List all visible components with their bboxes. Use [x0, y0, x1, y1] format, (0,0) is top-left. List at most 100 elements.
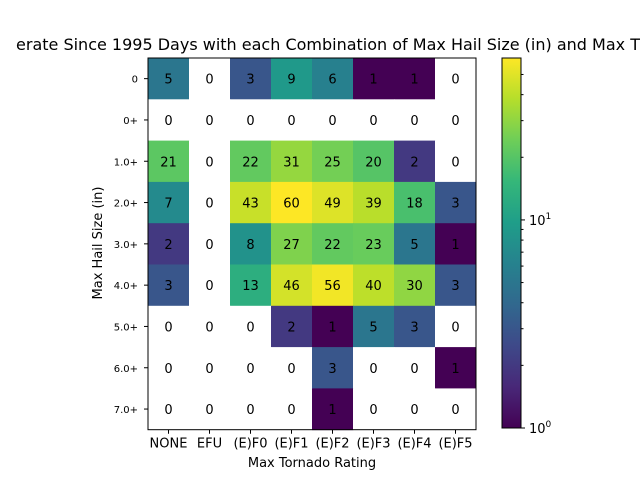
y-tick-label: 1.0+	[114, 157, 138, 168]
heatmap-cell	[312, 58, 354, 100]
cell-value-label: 2	[410, 155, 418, 170]
heatmap-cell	[271, 58, 313, 100]
heatmap-cell	[394, 99, 436, 141]
heatmap-cell	[394, 347, 436, 389]
y-tick-label: 6.0+	[114, 364, 138, 375]
heatmap-cell	[148, 388, 190, 431]
heatmap-cells	[147, 57, 477, 431]
heatmap-cell	[148, 99, 190, 141]
cell-value-label: 0	[205, 155, 213, 170]
heatmap-cell	[312, 181, 354, 224]
cell-value-label: 6	[328, 73, 336, 88]
cell-value-label: 0	[287, 403, 295, 418]
x-tick-label: EFU	[197, 437, 222, 452]
cell-value-label: 0	[164, 362, 172, 377]
heatmap-cell	[189, 181, 231, 224]
heatmap-cell	[394, 264, 436, 307]
heatmap-cell	[312, 99, 354, 141]
cell-value-label: 0	[205, 403, 213, 418]
cell-value-label: 23	[365, 238, 382, 253]
y-tick-label: 2.0+	[114, 199, 138, 210]
cell-value-label: 39	[365, 197, 382, 212]
heatmap-cell	[312, 388, 354, 431]
colorbar-tick-label: 100	[529, 420, 552, 437]
heatmap-cell	[189, 347, 231, 389]
heatmap-cell	[394, 58, 436, 100]
colorbar-tick-label: 101	[529, 212, 551, 229]
heatmap-cell	[435, 181, 477, 224]
heatmap-cell	[435, 58, 477, 100]
cell-value-label: 2	[164, 238, 172, 253]
heatmap-cell	[353, 264, 395, 307]
cell-value-label: 13	[242, 279, 259, 294]
cell-value-label: 5	[164, 73, 172, 88]
x-tick-label: (E)F0	[233, 437, 267, 452]
y-tick-label: 0+	[123, 116, 138, 127]
heatmap-cell	[230, 388, 272, 431]
heatmap-cell	[230, 99, 272, 141]
y-tick-label: 4.0+	[114, 281, 138, 292]
heatmap-cell	[394, 181, 436, 224]
x-tick-label: NONE	[150, 437, 188, 452]
cell-value-label: 5	[369, 320, 377, 335]
cell-value-label: 0	[205, 114, 213, 129]
heatmap-cell	[435, 223, 477, 265]
x-tick-label: (E)F5	[438, 437, 472, 452]
heatmap-cell	[271, 305, 313, 348]
heatmap-cell	[271, 264, 313, 307]
heatmap-cell	[189, 140, 231, 183]
cell-value-label: 0	[410, 114, 418, 129]
heatmap-cell	[312, 347, 354, 389]
x-tick-label: (E)F4	[397, 437, 431, 452]
heatmap-cell	[148, 140, 190, 183]
cell-value-label: 8	[246, 238, 254, 253]
cell-value-label: 9	[287, 73, 295, 88]
cell-value-label: 0	[287, 362, 295, 377]
heatmap-cell	[148, 264, 190, 307]
cell-value-label: 1	[369, 73, 377, 88]
cell-value-label: 1	[328, 403, 336, 418]
cell-value-label: 0	[205, 320, 213, 335]
cell-value-label: 0	[451, 403, 459, 418]
heatmap-cell	[353, 223, 395, 265]
cell-value-label: 22	[242, 155, 259, 170]
y-tick-label: 7.0+	[114, 405, 138, 416]
heatmap-cell	[148, 305, 190, 348]
heatmap-cell	[353, 347, 395, 389]
cell-value-label: 0	[410, 403, 418, 418]
cell-value-label: 0	[246, 403, 254, 418]
colorbar: 100 101	[501, 57, 552, 437]
cell-value-label: 0	[164, 320, 172, 335]
heatmap-cell	[189, 388, 231, 431]
heatmap-cell	[271, 347, 313, 389]
cell-labels: 5 0 3 9 6 1 1 00 0 0 0 0 0 0 021 0 22 31 25 20 2 07 0 43 60 49 39 1…	[160, 73, 459, 418]
heatmap-cell	[271, 388, 313, 431]
heatmap-cell	[312, 264, 354, 307]
cell-value-label: 0	[451, 114, 459, 129]
heatmap-cell	[189, 223, 231, 265]
cell-value-label: 3	[246, 73, 254, 88]
heatmap-cell	[148, 347, 190, 389]
cell-value-label: 1	[328, 320, 336, 335]
cell-value-label: 3	[328, 362, 336, 377]
cell-value-label: 0	[205, 279, 213, 294]
cell-value-label: 46	[283, 279, 300, 294]
heatmap-cell	[271, 140, 313, 183]
x-tick-label: (E)F2	[315, 437, 349, 452]
x-axis: NONE EFU (E)F0 (E)F1 (E)F2 (E)F3 (E)F4 (E)F5	[150, 429, 473, 452]
heatmap-cell	[271, 223, 313, 265]
cell-value-label: 3	[164, 279, 172, 294]
heatmap-cell	[394, 223, 436, 265]
y-tick-label: 5.0+	[114, 322, 138, 333]
cell-value-label: 0	[369, 362, 377, 377]
cell-value-label: 0	[205, 362, 213, 377]
heatmap-cell	[353, 140, 395, 183]
cell-value-label: 0	[205, 73, 213, 88]
heatmap-cell	[394, 388, 436, 431]
x-tick-label: (E)F1	[274, 437, 308, 452]
cell-value-label: 0	[410, 362, 418, 377]
y-axis-label: Max Hail Size (in)	[91, 187, 106, 300]
cell-value-label: 7	[164, 197, 172, 212]
heatmap-cell	[230, 223, 272, 265]
